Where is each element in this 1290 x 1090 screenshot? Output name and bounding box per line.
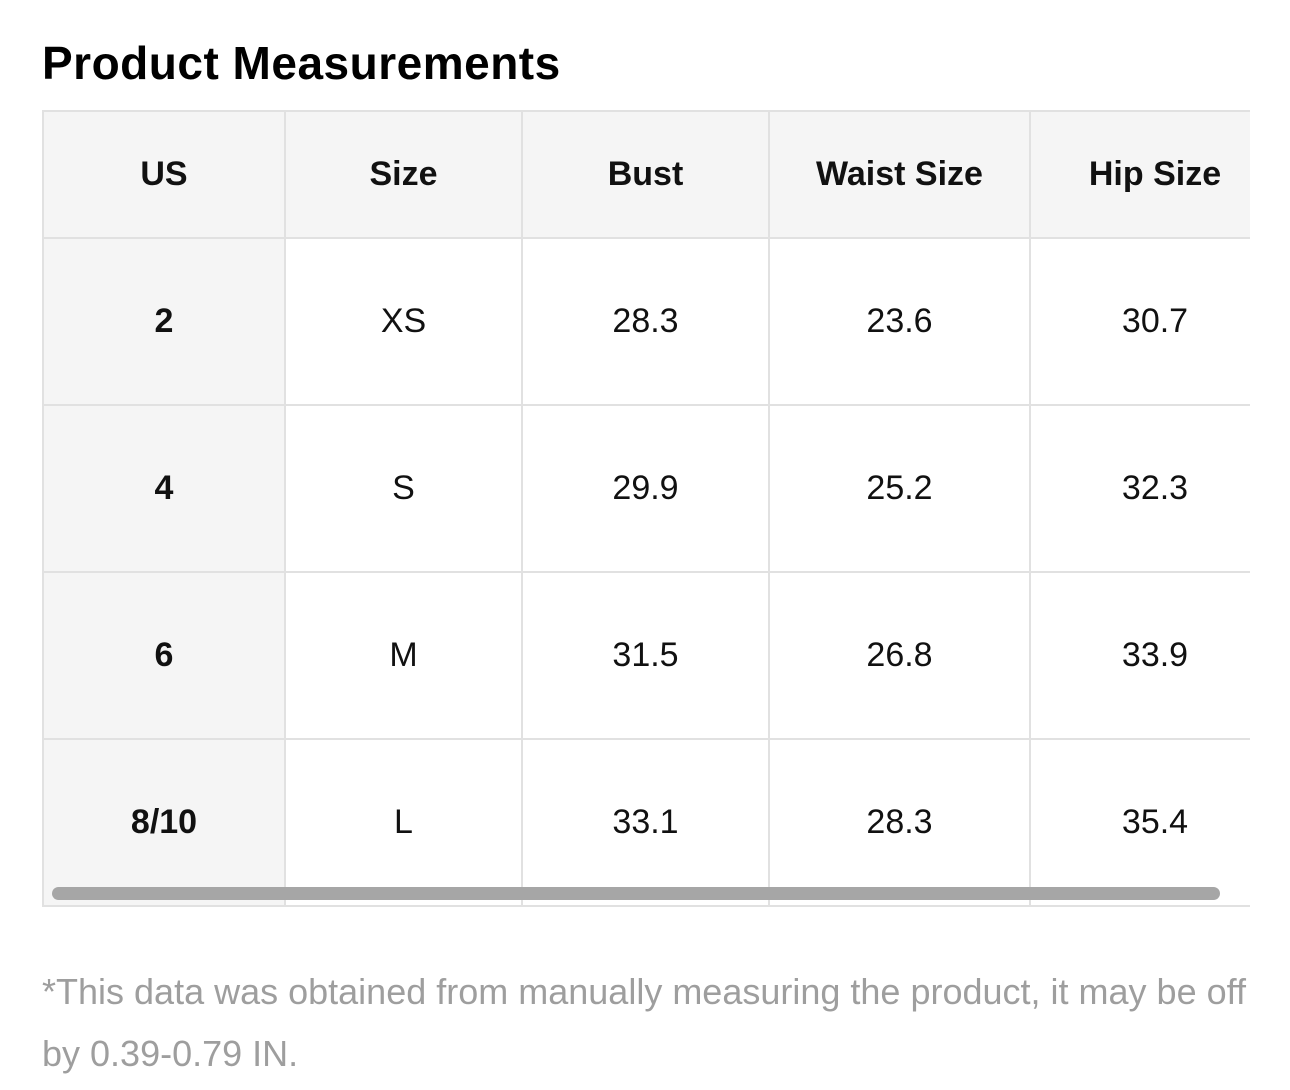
cell-us: 8/10 — [42, 738, 286, 907]
measurement-disclaimer: *This data was obtained from manually me… — [42, 971, 1246, 1074]
table-row: 2 XS 28.3 23.6 30.7 — [42, 237, 1250, 406]
cell-hip: 32.3 — [1029, 404, 1250, 573]
cell-bust: 33.1 — [521, 738, 770, 907]
table-row: 4 S 29.9 25.2 32.3 — [42, 404, 1250, 573]
table-row: 6 M 31.5 26.8 33.9 — [42, 571, 1250, 740]
measurements-table-scroll-area[interactable]: US Size Bust Waist Size Hip Size 2 XS 28… — [42, 110, 1250, 907]
horizontal-scrollbar-thumb[interactable] — [52, 887, 1220, 900]
cell-us: 2 — [42, 237, 286, 406]
cell-bust: 29.9 — [521, 404, 770, 573]
cell-size: L — [284, 738, 523, 907]
table-header-row: US Size Bust Waist Size Hip Size — [42, 110, 1250, 239]
measurements-table: US Size Bust Waist Size Hip Size 2 XS 28… — [42, 110, 1250, 907]
page-title: Product Measurements — [42, 37, 561, 89]
column-header-waist-size: Waist Size — [768, 110, 1031, 239]
column-header-hip-size: Hip Size — [1029, 110, 1250, 239]
cell-size: M — [284, 571, 523, 740]
cell-size: XS — [284, 237, 523, 406]
cell-size: S — [284, 404, 523, 573]
cell-hip: 35.4 — [1029, 738, 1250, 907]
cell-waist: 28.3 — [768, 738, 1031, 907]
cell-us: 6 — [42, 571, 286, 740]
cell-us: 4 — [42, 404, 286, 573]
cell-hip: 30.7 — [1029, 237, 1250, 406]
cell-bust: 28.3 — [521, 237, 770, 406]
cell-waist: 26.8 — [768, 571, 1031, 740]
column-header-size: Size — [284, 110, 523, 239]
cell-hip: 33.9 — [1029, 571, 1250, 740]
table-row: 8/10 L 33.1 28.3 35.4 — [42, 738, 1250, 907]
column-header-us: US — [42, 110, 286, 239]
cell-waist: 23.6 — [768, 237, 1031, 406]
cell-waist: 25.2 — [768, 404, 1031, 573]
column-header-bust: Bust — [521, 110, 770, 239]
cell-bust: 31.5 — [521, 571, 770, 740]
